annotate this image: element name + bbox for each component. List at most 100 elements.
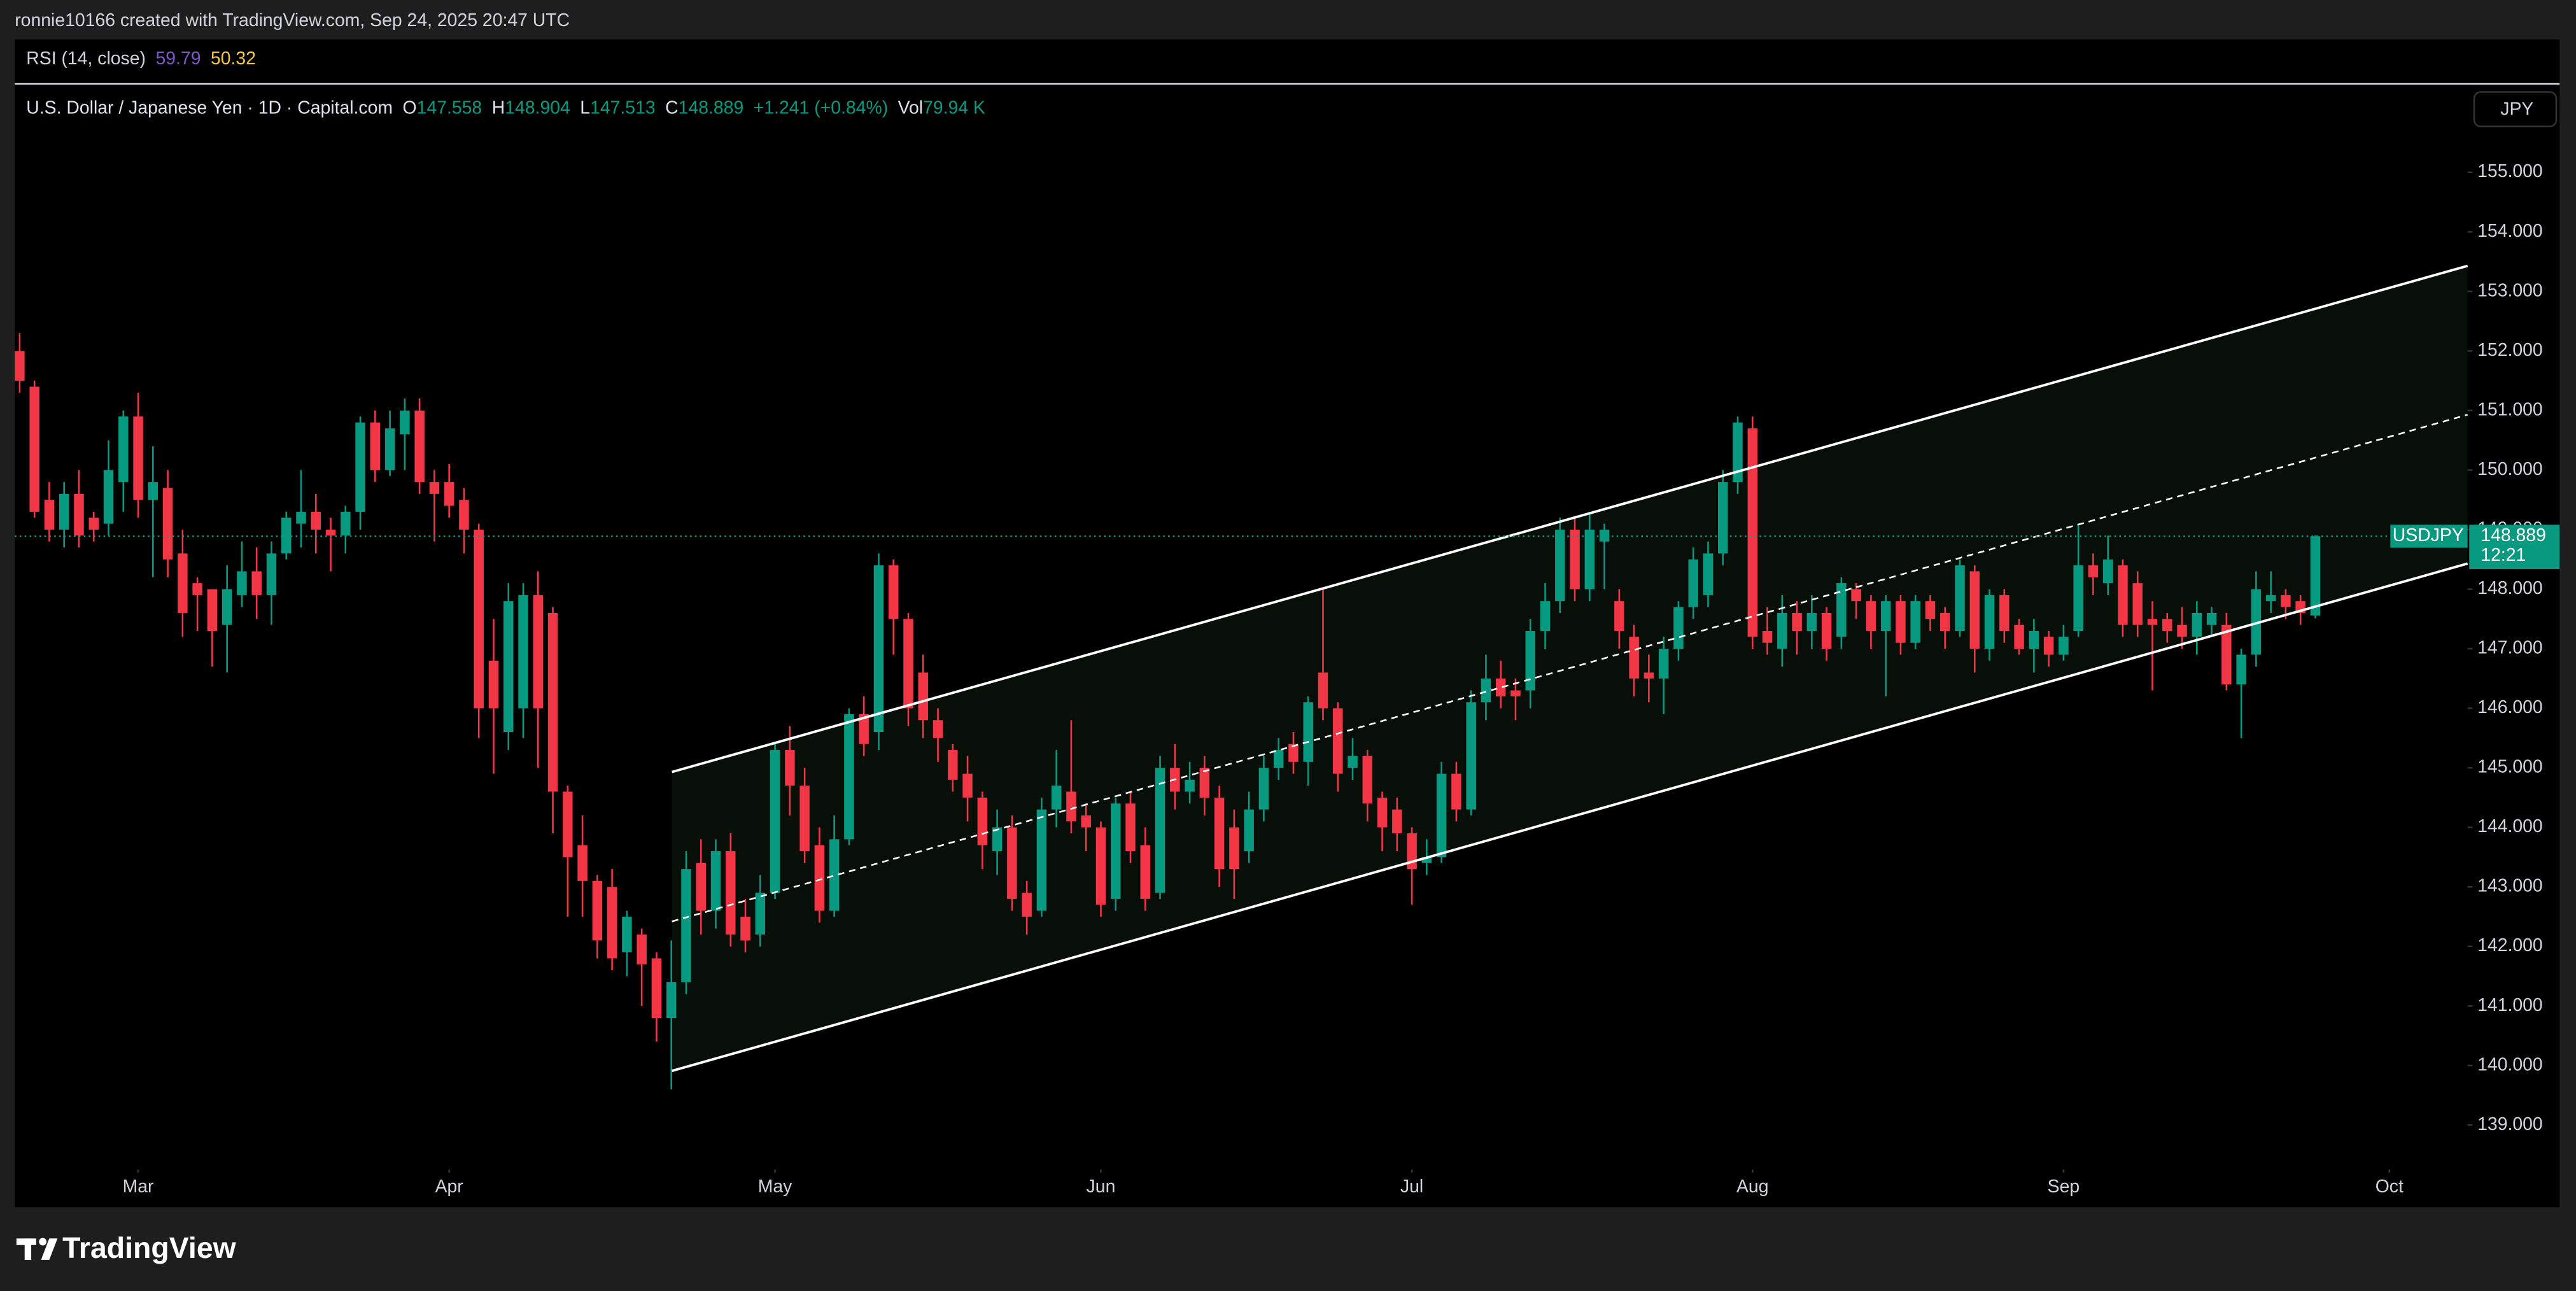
candle-body <box>2014 624 2024 649</box>
candle-body <box>962 773 973 798</box>
candle-body <box>1733 422 1743 483</box>
candle-body <box>1999 595 2009 631</box>
candle-body <box>1969 571 1980 649</box>
open-value: 147.558 <box>417 97 482 118</box>
field-label: C <box>665 97 679 118</box>
candle-body <box>325 529 336 536</box>
candle-body <box>237 571 247 595</box>
candle-body <box>1392 809 1402 834</box>
price-tag <box>2469 525 2560 569</box>
symbol-tag <box>2390 525 2468 548</box>
candle-body <box>251 571 262 595</box>
currency[interactable]: JPY <box>2500 99 2533 119</box>
candle-body <box>178 553 188 613</box>
candle-body <box>2236 654 2246 685</box>
candle-body <box>1140 845 1151 899</box>
rsi-pane <box>15 39 2560 84</box>
candle-body <box>1540 601 1551 631</box>
candle-body <box>1066 791 1076 822</box>
currency-button[interactable] <box>2473 91 2558 127</box>
candle-body <box>1688 559 1698 607</box>
candle-body <box>296 511 306 524</box>
candle-body <box>726 851 736 935</box>
y-tick-label: 142.000 <box>2477 935 2543 956</box>
candle-body <box>1273 750 1284 768</box>
candle-body <box>148 482 158 500</box>
footer <box>0 1207 2576 1291</box>
candle-body <box>518 595 528 709</box>
candle-body <box>977 797 988 845</box>
candle-body <box>1051 786 1062 810</box>
candle-body <box>266 553 277 595</box>
candle-body <box>666 982 677 1018</box>
change: +1.241 (+0.84%) <box>754 97 888 118</box>
candle-body <box>1303 702 1313 762</box>
y-tick-label: 146.000 <box>2477 697 2543 717</box>
y-tick-label: 150.000 <box>2477 459 2543 479</box>
candle-body <box>533 595 544 709</box>
candle-body <box>207 589 218 631</box>
candle-body <box>1643 672 1654 679</box>
candle-body <box>1984 595 1995 649</box>
candle-body <box>888 565 899 619</box>
candle-body <box>1081 815 1091 828</box>
candle-body <box>1599 529 1610 542</box>
channel-mid <box>672 414 2468 922</box>
y-tick-label: 143.000 <box>2477 876 2543 896</box>
candle-body <box>59 493 69 530</box>
candle-body <box>1910 601 1920 643</box>
candle-body <box>547 612 558 792</box>
candle-body <box>133 416 143 500</box>
x-tick-label: Mar <box>123 1176 154 1197</box>
candle-body <box>444 482 454 506</box>
y-tick-label: 139.000 <box>2477 1114 2543 1134</box>
candle-body <box>903 619 913 709</box>
x-tick-label: Jul <box>1400 1176 1423 1197</box>
y-tick-label: 147.000 <box>2477 638 2543 658</box>
candle-body <box>1673 607 1684 649</box>
candle-body <box>637 935 647 964</box>
candle-body <box>1792 612 1802 631</box>
candle-body <box>1125 803 1136 852</box>
candle-body <box>607 887 617 959</box>
candle-body <box>873 565 884 733</box>
candle-body <box>1584 529 1595 589</box>
candle-body <box>1258 768 1269 810</box>
low-value: 147.513 <box>590 97 656 118</box>
candle-body <box>651 958 662 1018</box>
candle-body <box>1318 672 1328 709</box>
candle-body <box>370 422 381 470</box>
candle-body <box>2043 637 2054 655</box>
y-tick-label: 155.000 <box>2477 161 2543 181</box>
candle-body <box>1925 601 1936 619</box>
candle-body <box>1836 583 1847 637</box>
candle-body <box>577 845 588 881</box>
candle-body <box>2029 630 2039 649</box>
candle-body <box>384 428 395 470</box>
candle-body <box>1703 553 1714 595</box>
candle-body <box>1555 529 1565 602</box>
candle-body <box>1333 708 1343 774</box>
candle-body <box>755 892 766 935</box>
y-tick-label: 145.000 <box>2477 757 2543 777</box>
y-tick-label: 148.000 <box>2477 578 2543 598</box>
candle-body <box>1821 612 1832 649</box>
volume-label: Vol <box>898 97 923 118</box>
candle-body <box>1658 649 1669 679</box>
candle-body <box>1214 797 1225 870</box>
main-pane <box>15 85 2560 1208</box>
candle-body <box>1185 779 1195 792</box>
candle-body <box>1717 482 1728 554</box>
rsi-label: RSI (14, close) <box>26 48 146 68</box>
channel-upper <box>672 264 2468 773</box>
candle-body <box>1495 678 1506 696</box>
candle-body <box>355 422 365 512</box>
y-tick-label: 153.000 <box>2477 280 2543 300</box>
candle-body <box>859 714 869 744</box>
candle-body <box>696 863 706 911</box>
candle-body <box>1762 630 1773 643</box>
candle-body <box>1111 803 1121 899</box>
symbol-title: U.S. Dollar / Japanese Yen · 1D · Capita… <box>26 97 393 118</box>
